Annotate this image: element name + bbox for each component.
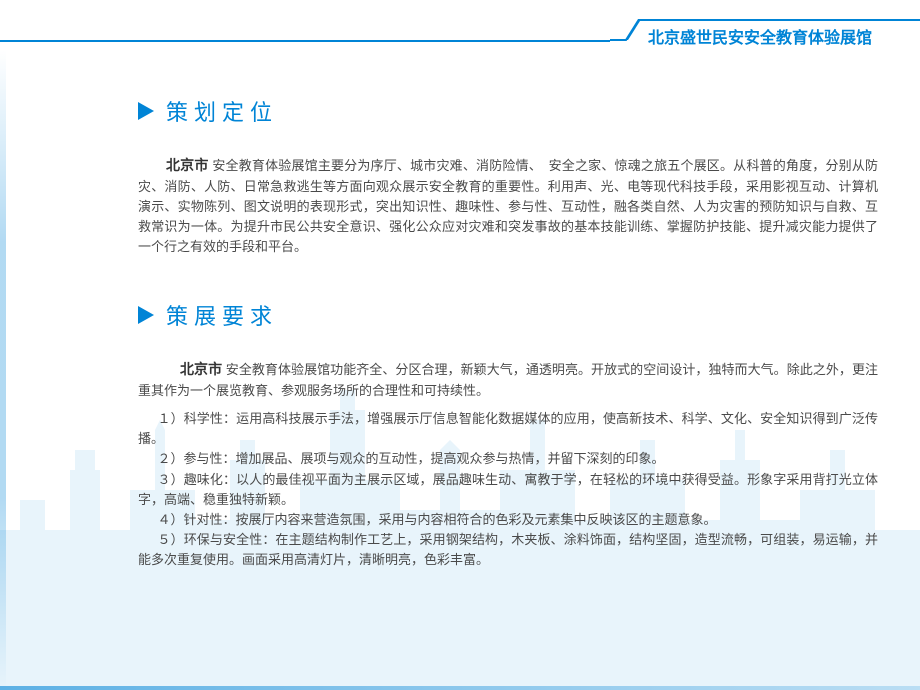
section2-intro-body: 安全教育体验展馆功能齐全、分区合理，新颖大气，通透明亮。开放式的空间设计，独特而… xyxy=(138,362,878,398)
requirement-item-1: １）科学性：运用高科技展示手法，增强展示厅信息智能化数据媒体的应用，使高新技术、… xyxy=(138,409,878,449)
section2-intro: 北京市 安全教育体验展馆功能齐全、分区合理，新颖大气，通透明亮。开放式的空间设计… xyxy=(138,359,878,401)
header-bracket xyxy=(610,19,645,42)
main-content: 策划定位 北京市 安全教育体验展馆主要分为序厅、城市灾难、消防险情、 安全之家、… xyxy=(138,95,878,570)
section1-paragraph: 北京市 安全教育体验展馆主要分为序厅、城市灾难、消防险情、 安全之家、惊魂之旅五… xyxy=(138,155,878,257)
requirement-item-3: ３）趣味化：以人的最佳视平面为主展示区域，展品趣味生动、寓教于学，在轻松的环境中… xyxy=(138,470,878,510)
requirement-item-4: ４）针对性：按展厅内容来营造氛围，采用与内容相符合的色彩及元素集中反映该区的主题… xyxy=(138,510,878,530)
section1-body: 安全教育体验展馆主要分为序厅、城市灾难、消防险情、 安全之家、惊魂之旅五个展区。… xyxy=(138,158,878,254)
section2-city-label: 北京市 xyxy=(180,361,222,377)
header-line-upper xyxy=(640,19,920,21)
footer-accent-line xyxy=(0,686,920,690)
requirement-item-2: ２）参与性：增加展品、展项与观众的互动性，提高观众参与热情，并留下深刻的印象。 xyxy=(138,449,878,469)
triangle-icon xyxy=(138,102,154,120)
requirement-item-5: ５）环保与安全性：在主题结构制作工艺上，采用钢架结构，木夹板、涂料饰面，结构坚固… xyxy=(138,530,878,570)
triangle-icon xyxy=(138,306,154,324)
left-edge-accent xyxy=(0,50,6,690)
section1-title-text: 策划定位 xyxy=(166,95,278,127)
section1-city-label: 北京市 xyxy=(166,157,209,173)
section-title-requirements: 策展要求 xyxy=(138,299,878,331)
header-line-lower xyxy=(0,40,610,42)
section2-title-text: 策展要求 xyxy=(166,299,278,331)
section-title-planning: 策划定位 xyxy=(138,95,878,127)
page-header-title: 北京盛世民安安全教育体验展馆 xyxy=(648,24,872,48)
section2-container: 策展要求 北京市 安全教育体验展馆功能齐全、分区合理，新颖大气，通透明亮。开放式… xyxy=(138,299,878,570)
